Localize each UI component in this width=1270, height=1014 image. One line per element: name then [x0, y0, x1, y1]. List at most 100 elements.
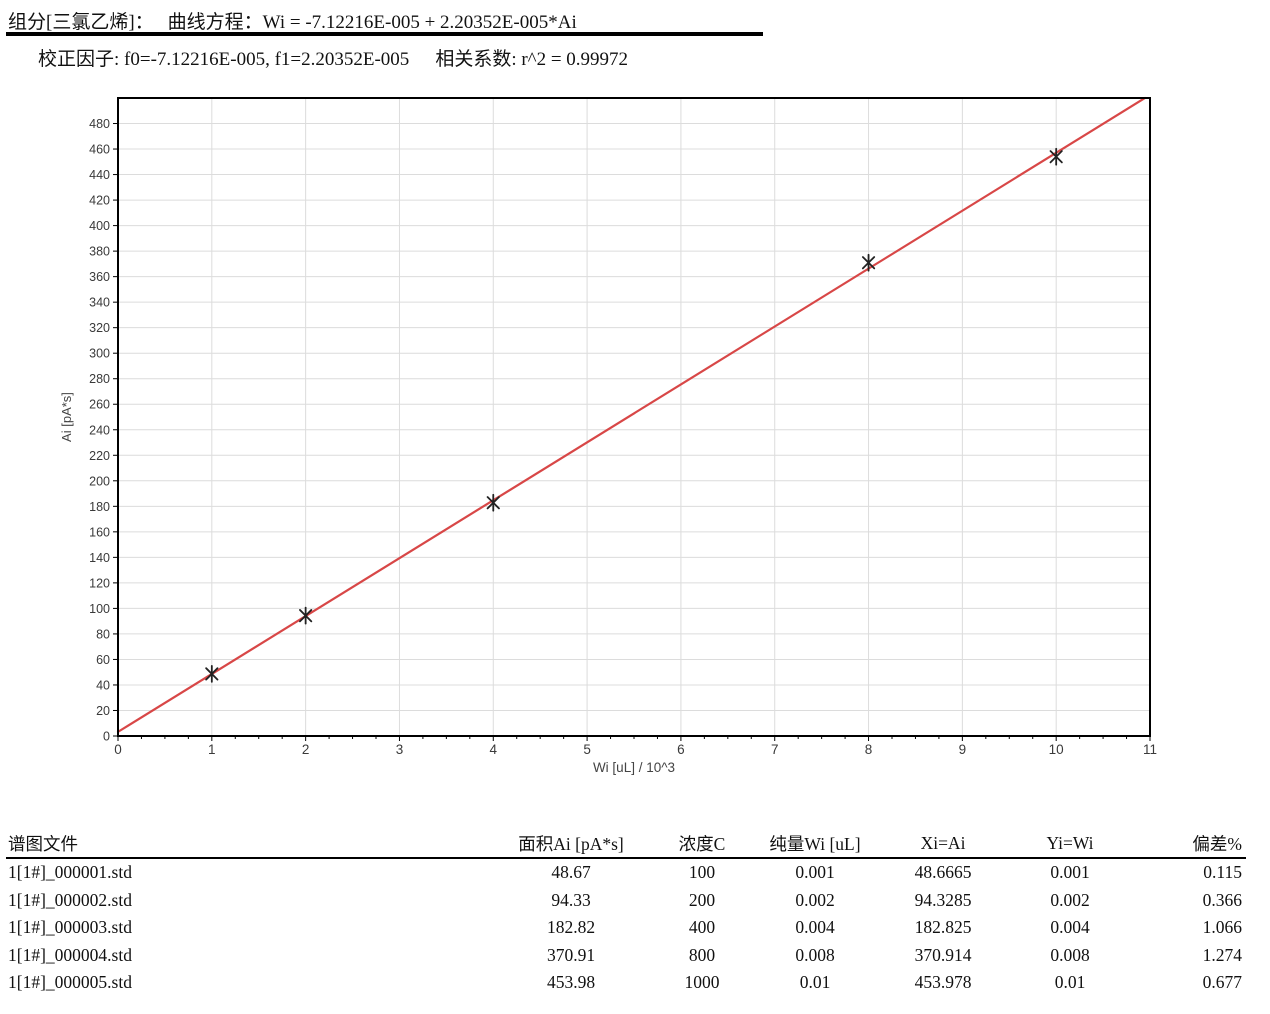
- x-tick-label: 8: [865, 742, 873, 757]
- y-tick-label: 100: [89, 602, 110, 616]
- table-row: 1[1#]_000001.std 48.67 100 0.001 48.6665 0.00…: [6, 858, 1246, 887]
- table-row: 1[1#]_000004.std 370.91 800 0.008 370.914 0.0…: [6, 942, 1246, 970]
- y-tick-label: 340: [89, 296, 110, 310]
- table-cell: 1[1#]_000003.std: [8, 917, 132, 938]
- calibration-factors: 校正因子: f0=-7.12216E-005, f1=2.20352E-005: [38, 49, 410, 70]
- data-point-marker: [205, 664, 219, 683]
- column-header: 纯量Wi [uL]: [752, 830, 878, 859]
- y-tick-label: 480: [89, 117, 110, 131]
- grid-lines: [118, 98, 1150, 736]
- y-tick-label: 460: [89, 143, 110, 157]
- table-cell: 0.001: [795, 862, 835, 883]
- table-cell: 400: [688, 917, 716, 938]
- x-tick-label: 9: [959, 742, 967, 757]
- table-cell: 48.6665: [914, 862, 972, 883]
- y-tick-label: 180: [89, 500, 110, 514]
- table-cell: 48.67: [551, 862, 591, 883]
- y-axis: 0 20 40 60 80 100 120 140 160 180 200 220 240 260 280 3…: [59, 117, 118, 744]
- y-tick-label: 200: [89, 474, 110, 488]
- x-tick-label: 11: [1143, 742, 1157, 757]
- table-cell: 100: [688, 862, 716, 883]
- x-tick-label: 10: [1049, 742, 1064, 757]
- data-point-marker: [1049, 147, 1063, 166]
- column-header: 面积Ai [pA*s]: [490, 830, 652, 859]
- y-tick-label: 140: [89, 551, 110, 565]
- table-cell: 0.004: [1050, 917, 1090, 938]
- y-tick-label: 280: [89, 372, 110, 386]
- x-tick-label: 7: [771, 742, 779, 757]
- y-tick-label: 20: [96, 704, 110, 718]
- table-cell: 0.01: [1054, 972, 1086, 993]
- table-cell: 0.366: [1202, 889, 1242, 910]
- table-cell: 1000: [684, 972, 720, 993]
- fit-line: [116, 96, 1147, 733]
- component-title-line: 组分[三氯乙烯]： 曲线方程：Wi = -7.12216E-005 + 2.203…: [8, 7, 577, 34]
- table-cell: 1[1#]_000001.std: [8, 862, 132, 883]
- y-tick-label: 0: [103, 730, 110, 744]
- x-tick-label: 5: [583, 742, 591, 757]
- table-header-row: 谱图文件 面积Ai [pA*s] 浓度C 纯量Wi [uL] Xi=Ai Yi=Wi 偏差%: [6, 830, 1246, 859]
- table-cell: 1.274: [1202, 944, 1242, 965]
- y-tick-label: 60: [96, 653, 110, 667]
- y-axis-title: Ai [pA*s]: [59, 392, 74, 442]
- data-point-marker: [486, 493, 500, 512]
- table-cell: 1[1#]_000002.std: [8, 889, 132, 910]
- data-points: [205, 147, 1063, 683]
- calibration-curve-chart: 0 1 2 3 4 5 6 7 8 9 10 11 Wi [uL] / 10^3 0 20 40 60 80 100…: [59, 96, 1157, 775]
- y-tick-label: 360: [89, 270, 110, 284]
- x-tick-label: 6: [677, 742, 685, 757]
- data-point-marker: [299, 606, 313, 625]
- y-tick-label: 440: [89, 168, 110, 182]
- table-cell: 0.001: [1050, 862, 1090, 883]
- x-axis: 0 1 2 3 4 5 6 7 8 9 10 11 Wi [uL] / 10^3: [114, 736, 1157, 775]
- table-cell: 0.115: [1203, 862, 1242, 883]
- calibration-table: 谱图文件 面积Ai [pA*s] 浓度C 纯量Wi [uL] Xi=Ai Yi=Wi 偏差%…: [6, 830, 1246, 997]
- table-cell: 1[1#]_000005.std: [8, 972, 132, 993]
- y-tick-label: 120: [89, 576, 110, 590]
- plot-frame: [117, 97, 1151, 737]
- x-tick-label: 2: [302, 742, 310, 757]
- table-cell: 0.002: [1050, 889, 1090, 910]
- y-tick-label: 160: [89, 525, 110, 539]
- table-cell: 0.002: [795, 889, 835, 910]
- table-cell: 370.914: [914, 944, 972, 965]
- x-tick-label: 3: [396, 742, 404, 757]
- x-tick-label: 4: [490, 742, 498, 757]
- y-tick-label: 380: [89, 245, 110, 259]
- y-tick-label: 80: [96, 627, 110, 641]
- table-row: 1[1#]_000005.std 453.98 1000 0.01 453.978 0.0…: [6, 969, 1246, 997]
- component-label: 组分[三氯乙烯]：: [8, 12, 154, 33]
- table-cell: 1[1#]_000004.std: [8, 944, 132, 965]
- x-tick-label: 1: [208, 742, 216, 757]
- column-header: 浓度C: [652, 830, 752, 859]
- y-tick-label: 40: [96, 678, 110, 692]
- table-cell: 94.3285: [914, 889, 972, 910]
- table-cell: 182.82: [546, 917, 596, 938]
- table-cell: 0.01: [799, 972, 831, 993]
- table-cell: 0.677: [1202, 972, 1242, 993]
- column-header: 谱图文件: [6, 830, 490, 859]
- table-cell: 200: [688, 889, 716, 910]
- correlation-coefficient: 相关系数: r^2 = 0.99972: [435, 49, 629, 70]
- table-cell: 0.004: [795, 917, 835, 938]
- table-cell: 800: [688, 944, 716, 965]
- table-row: 1[1#]_000003.std 182.82 400 0.004 182.825 0.0…: [6, 914, 1246, 942]
- data-point-marker: [861, 253, 876, 272]
- y-tick-label: 320: [89, 321, 110, 335]
- curve-equation: 曲线方程：Wi = -7.12216E-005 + 2.20352E-005*A…: [167, 12, 577, 33]
- y-tick-label: 400: [89, 219, 110, 233]
- x-tick-label: 0: [114, 742, 122, 757]
- table-cell: 0.008: [795, 944, 835, 965]
- table-cell: 1.066: [1202, 917, 1242, 938]
- y-tick-label: 240: [89, 423, 110, 437]
- table-cell: 453.98: [546, 972, 596, 993]
- table-cell: 0.008: [1050, 944, 1090, 965]
- calibration-factors-line: 校正因子: f0=-7.12216E-005, f1=2.20352E-005 相…: [38, 44, 628, 71]
- y-tick-label: 220: [89, 449, 110, 463]
- table-cell: 370.91: [546, 944, 596, 965]
- y-tick-label: 420: [89, 194, 110, 208]
- table-cell: 94.33: [551, 889, 591, 910]
- table-cell: 182.825: [914, 917, 972, 938]
- y-tick-label: 260: [89, 398, 110, 412]
